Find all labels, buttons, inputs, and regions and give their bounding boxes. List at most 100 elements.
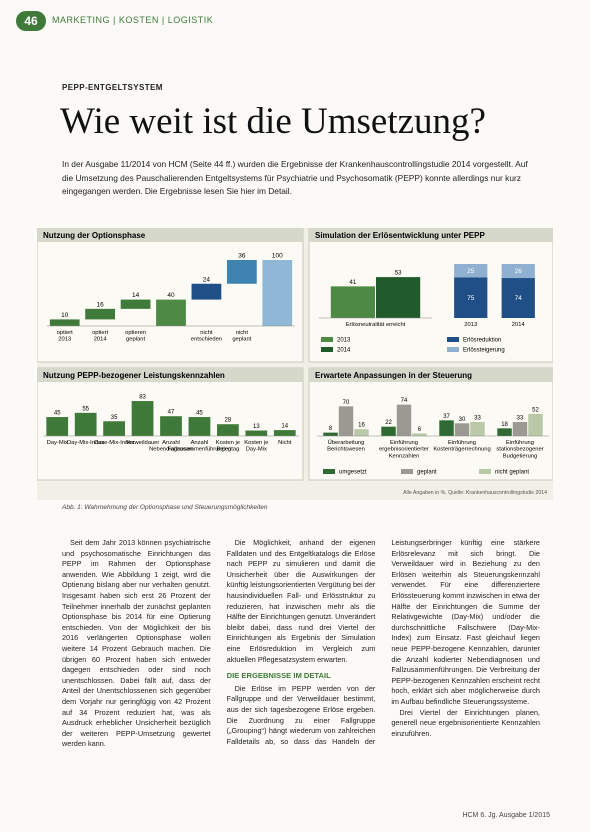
bar bbox=[226, 260, 257, 284]
kicker: PEPP-ENTGELTSYSTEM bbox=[62, 83, 163, 92]
bar bbox=[396, 404, 412, 436]
value-label: 14 bbox=[281, 424, 288, 430]
panel-header bbox=[309, 228, 553, 242]
category-label: nicht entschieden bbox=[191, 330, 222, 343]
bar bbox=[381, 426, 396, 436]
category-label: nicht geplant bbox=[232, 330, 251, 343]
bar bbox=[323, 432, 338, 436]
chart-box: Nutzung der Optionsphase Simulation der … bbox=[37, 228, 553, 500]
value-label: 75 bbox=[467, 295, 475, 302]
category-label: Überarbeitung Berichtswesen bbox=[327, 439, 365, 453]
frames bbox=[37, 228, 553, 481]
value-label: 22 bbox=[385, 420, 392, 426]
value-label: 33 bbox=[474, 416, 481, 422]
category-label: Kosten je Belegtag bbox=[216, 440, 240, 453]
bar bbox=[330, 286, 375, 318]
bar bbox=[354, 429, 369, 436]
bar bbox=[439, 420, 454, 436]
value-label: 28 bbox=[225, 418, 232, 424]
value-label: 14 bbox=[132, 292, 140, 299]
legend-swatch bbox=[447, 337, 459, 342]
category-label: optiert 2014 bbox=[92, 330, 109, 343]
bar bbox=[338, 406, 354, 436]
category-label: Anzahl Nebendiagnosen bbox=[149, 440, 193, 453]
legend-swatch bbox=[447, 347, 459, 352]
value-label: 26 bbox=[515, 268, 523, 275]
value-label: 83 bbox=[139, 395, 146, 401]
bar bbox=[376, 277, 421, 318]
bar bbox=[273, 430, 296, 436]
value-label: 37 bbox=[443, 414, 450, 420]
panel-title: Nutzung der Optionsphase bbox=[43, 231, 146, 240]
value-label: 74 bbox=[515, 295, 523, 302]
value-label: 36 bbox=[238, 253, 246, 260]
source: Alle Angaben in %. Quelle: Krankenhausco… bbox=[403, 490, 547, 496]
category-label: 2014 bbox=[512, 322, 526, 328]
category-label: optiert 2013 bbox=[57, 330, 74, 343]
value-label: 70 bbox=[343, 400, 350, 406]
legend-label: umgesetzt bbox=[339, 470, 367, 476]
value-label: 52 bbox=[532, 407, 539, 413]
value-label: 40 bbox=[167, 292, 175, 299]
legend-label: Erlössteigerung bbox=[463, 348, 505, 354]
category-label: Anzahl Fallzusammenführungen bbox=[168, 440, 232, 453]
bar bbox=[131, 401, 154, 436]
bar bbox=[188, 417, 211, 436]
value-label: 45 bbox=[196, 411, 203, 417]
value-label: 10 bbox=[61, 312, 69, 319]
value-label: 6 bbox=[418, 427, 422, 433]
bar bbox=[156, 299, 186, 326]
value-label: 47 bbox=[168, 410, 175, 416]
subheading: DIE ERGEBNISSE IM DETAIL bbox=[226, 671, 331, 681]
bar bbox=[497, 428, 512, 436]
bar bbox=[46, 417, 69, 436]
category-label: Case-Mix-Index bbox=[94, 440, 135, 446]
panel-frame bbox=[37, 228, 304, 363]
page-number: 46 bbox=[16, 11, 46, 31]
category-label: Einführung stationsbezogener Budgetierung bbox=[496, 440, 543, 459]
value-label: 41 bbox=[350, 280, 357, 286]
legend-swatch bbox=[479, 469, 491, 474]
legend-label: Erlösreduktion bbox=[463, 338, 501, 344]
bar-segment bbox=[454, 264, 488, 278]
bar bbox=[85, 308, 116, 320]
panel-header bbox=[37, 368, 303, 382]
value-label: 33 bbox=[517, 416, 524, 422]
footer: HCM 6. Jg. Ausgabe 1/2015 bbox=[462, 812, 550, 819]
value-label: 16 bbox=[358, 423, 365, 429]
bar-segment bbox=[501, 264, 535, 279]
category-label: Day-Mix-Index bbox=[67, 440, 104, 446]
value-label: 30 bbox=[459, 417, 466, 423]
bar-segment bbox=[501, 278, 535, 318]
category-label: Einführung ergebnisorientierter Kennzahlen bbox=[379, 440, 429, 459]
category-label: Kosten je Day-Mix bbox=[244, 440, 268, 453]
bar bbox=[74, 412, 97, 436]
bar bbox=[160, 416, 182, 436]
legend-label: 2014 bbox=[337, 348, 351, 354]
value-label: 13 bbox=[253, 424, 260, 430]
legend-swatch bbox=[401, 469, 413, 474]
bar bbox=[217, 424, 239, 436]
bar bbox=[262, 260, 293, 326]
bar bbox=[245, 430, 268, 436]
value-label: 45 bbox=[54, 411, 61, 417]
panel-title: Simulation der Erlösentwicklung unter PE… bbox=[315, 231, 485, 240]
category-label: Einführung Kostenträgerrechnung bbox=[433, 440, 490, 453]
section: MARKETING | KOSTEN | LOGISTIK bbox=[52, 15, 214, 25]
paragraph: Die Erlöse im PEPP werden von der Fallgr… bbox=[226, 538, 540, 746]
value-label: 18 bbox=[501, 422, 508, 428]
bar bbox=[470, 422, 485, 436]
panel-header bbox=[37, 228, 303, 242]
value-label: 25 bbox=[467, 268, 475, 275]
value-label: 35 bbox=[111, 415, 118, 421]
bar bbox=[103, 421, 125, 436]
category-label: optieren geplant bbox=[125, 330, 146, 343]
value-label: 53 bbox=[395, 271, 402, 277]
panel-header bbox=[309, 368, 553, 382]
bar bbox=[412, 433, 427, 436]
caption: Abb. 1: Wahrnehmung der Optionsphase und… bbox=[62, 504, 268, 511]
paragraph: Seit dem Jahr 2013 können psychiatrische… bbox=[62, 538, 211, 749]
value-label: 16 bbox=[97, 301, 105, 308]
bar-segment bbox=[454, 277, 488, 318]
